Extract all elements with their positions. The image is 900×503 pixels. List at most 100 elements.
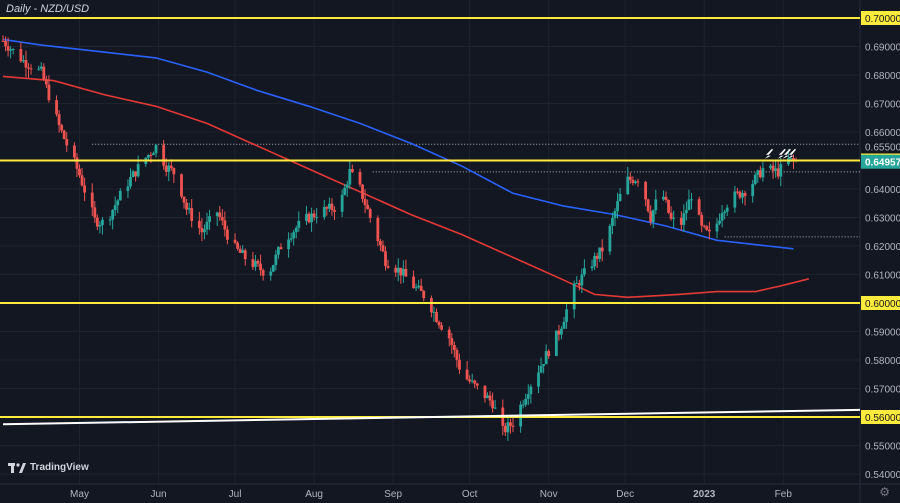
candle-body [116,200,120,206]
sma-200-line [2,75,809,299]
tradingview-logo: TradingView [8,462,89,473]
candle-body [524,398,528,405]
candle-body [733,191,737,208]
candle-body [509,422,512,426]
price-tick-label: 0.65500 [865,142,900,153]
candle-body [386,265,390,268]
candle-body [322,207,326,218]
level-price-tag [861,410,900,424]
chart-settings-icon[interactable]: ⚙ [879,485,890,499]
candle-body [565,309,568,322]
candle-body [626,176,630,194]
chart-title: Daily - NZD/USD [6,3,90,15]
candle-body [93,207,97,218]
candle-body [521,404,525,406]
candle-body [662,196,665,200]
candle-body [83,185,86,193]
candle-body [343,187,347,195]
time-tick-label: Nov [540,489,558,500]
price-tick-label: 0.66000 [865,128,900,139]
candle-body [42,66,46,80]
candle-body [685,210,688,214]
candle-body [491,400,494,409]
candle-body [488,395,492,401]
price-tick-label: 0.67000 [865,100,900,111]
candle-body [350,169,354,173]
candle-body [118,190,122,201]
candle-body [1,40,5,42]
candle-body [325,207,329,209]
candle-body [789,157,793,159]
candle-body [223,220,227,230]
time-tick-label: Jun [150,489,166,500]
candle-body [75,157,79,169]
candle-body [687,199,691,211]
candle-body [269,271,273,276]
candle-body [738,191,742,198]
candle-body [154,144,158,154]
candle-body [149,154,153,156]
candle-body [95,217,99,227]
candle-body [37,68,41,70]
time-tick-label: 2023 [693,489,716,500]
candle-body [595,255,599,259]
candle-body [611,218,614,226]
candle-body [628,176,632,180]
candle-body [562,321,566,329]
candle-body [468,379,472,382]
candle-body [414,287,418,289]
candle-body [718,220,721,224]
candle-body [493,407,497,409]
candle-body [557,330,561,335]
candle-body [315,217,319,219]
candle-body [241,250,245,253]
candle-body [526,394,530,399]
candle-body [679,217,683,225]
trendline [2,408,861,426]
candle-body [583,268,586,275]
price-tick-label: 0.61000 [865,271,900,282]
candle-body [618,193,622,202]
price-tick-label: 0.59000 [865,328,900,339]
time-tick-label: Jul [229,489,242,500]
tradingview-icon [8,462,26,473]
candle-body [279,247,283,250]
candle-body [381,245,385,252]
candle-body [11,48,15,50]
price-tick-label: 0.55000 [865,442,900,453]
last-price-label: 0.64957 [865,158,900,169]
candle-body [483,385,487,399]
level-price-label: 0.70000 [865,14,900,25]
candle-body [6,46,10,51]
candle-body [667,200,670,213]
candle-body [774,168,778,171]
candle-body [440,325,443,330]
candle-body [384,251,387,266]
candle-body [761,168,765,178]
candle-body [379,241,382,246]
candle-body [312,213,316,218]
candle-body [743,193,747,197]
time-tick-label: Aug [305,489,323,500]
candle-body [458,359,461,370]
candle-body [366,204,370,210]
candle-body [340,194,344,212]
candle-body [19,48,23,62]
candle-body [539,365,543,373]
candle-body [697,199,701,215]
candle-body [113,205,117,210]
candle-body [751,183,755,197]
last-price-tag [861,154,900,169]
candle-body [450,338,454,346]
candle-body [580,274,584,286]
candle-body [330,203,334,211]
candle-body [572,283,576,310]
candle-body [590,266,594,269]
candle-body [705,226,709,230]
time-tick-label: May [70,489,89,500]
candle-body [756,170,760,175]
candle-body [4,40,7,47]
candle-body [430,298,433,313]
